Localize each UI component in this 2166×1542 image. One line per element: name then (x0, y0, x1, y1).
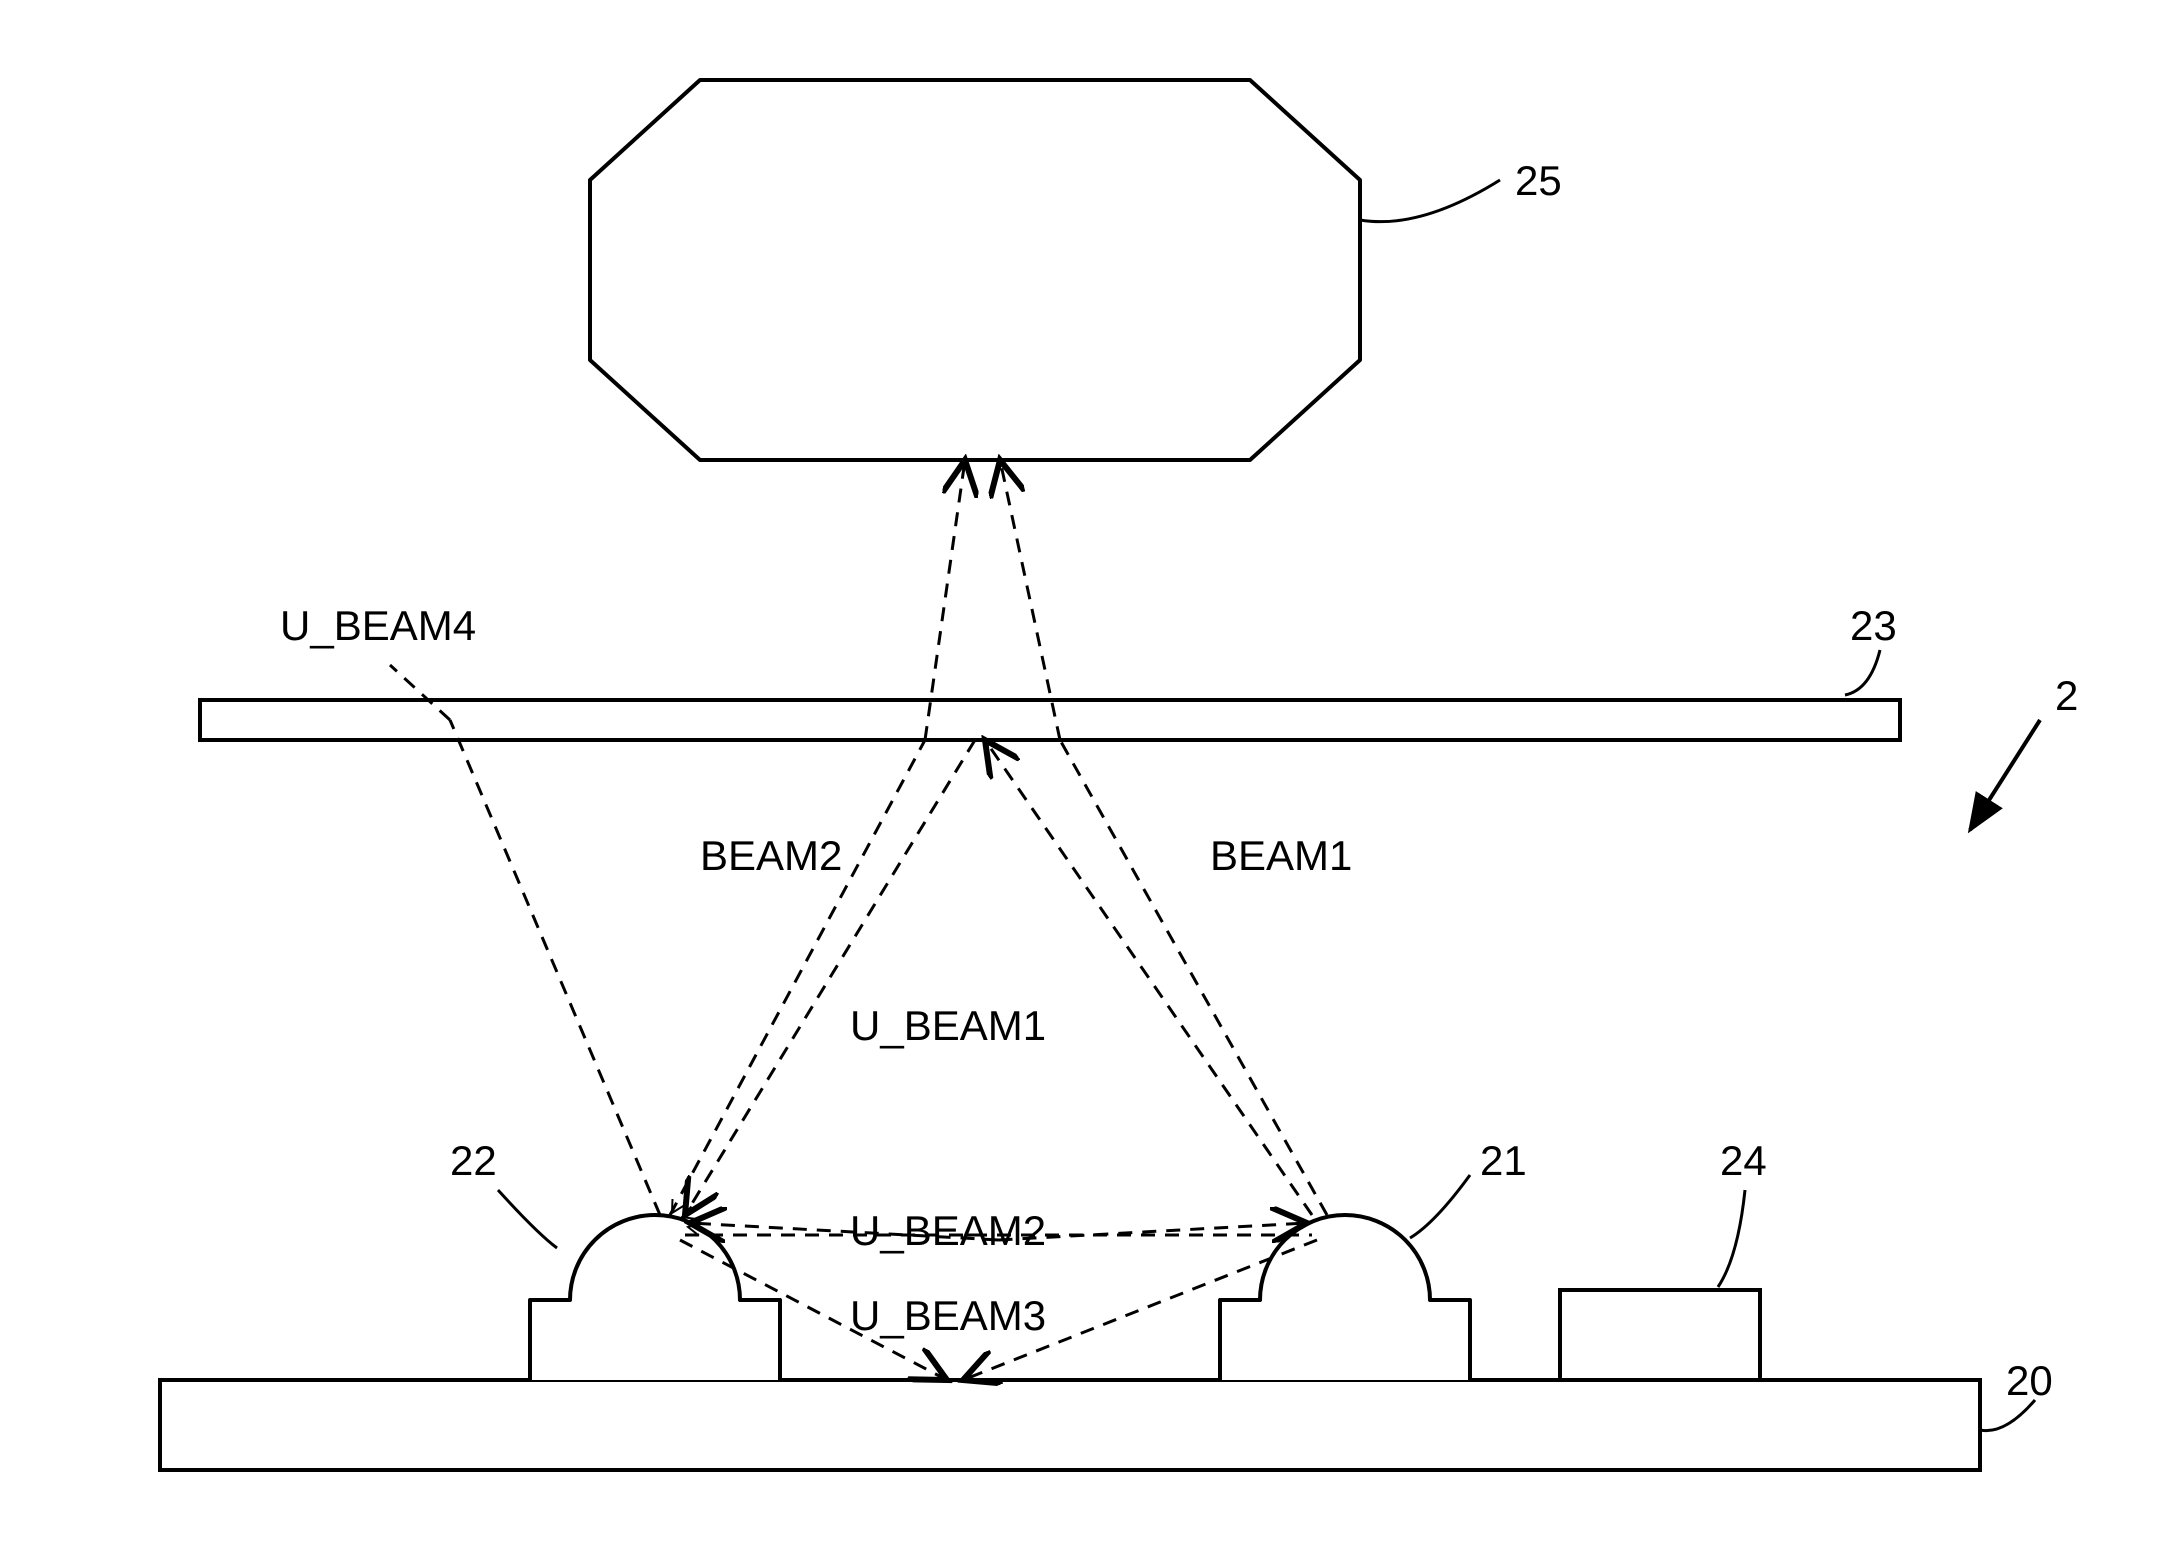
u-beam1-l (685, 740, 975, 1215)
leader-23 (1845, 650, 1880, 695)
label-u-beam1: U_BEAM1 (850, 1002, 1046, 1049)
u-beam1-r (985, 740, 1312, 1215)
label-beam2: BEAM2 (700, 832, 842, 879)
system-pointer (1970, 720, 2040, 830)
label-beam1: BEAM1 (1210, 832, 1352, 879)
leader-24 (1718, 1190, 1745, 1287)
arrow-tip (682, 1207, 696, 1219)
label-21: 21 (1480, 1137, 1527, 1184)
leader-25 (1360, 180, 1500, 222)
base-substrate (160, 1380, 1980, 1470)
cover-plate (200, 700, 1900, 740)
leader-22 (498, 1190, 557, 1248)
leader-21 (1410, 1175, 1470, 1238)
label-22: 22 (450, 1137, 497, 1184)
leader-20 (1980, 1400, 2035, 1431)
label-u-beam4: U_BEAM4 (280, 602, 476, 649)
beam2-lower (670, 740, 925, 1215)
component-box (1560, 1290, 1760, 1380)
label-2: 2 (2055, 672, 2078, 719)
dome-emitter-left (530, 1215, 780, 1380)
dome-emitter-right (1220, 1215, 1470, 1380)
beam1-lower (1060, 740, 1327, 1215)
label-20: 20 (2006, 1357, 2053, 1404)
label-24: 24 (1720, 1137, 1767, 1184)
label-23: 23 (1850, 602, 1897, 649)
label-u-beam2: U_BEAM2 (850, 1207, 1046, 1254)
label-u-beam3: U_BEAM3 (850, 1292, 1046, 1339)
octagon-detector (590, 80, 1360, 460)
label-25: 25 (1515, 157, 1562, 204)
